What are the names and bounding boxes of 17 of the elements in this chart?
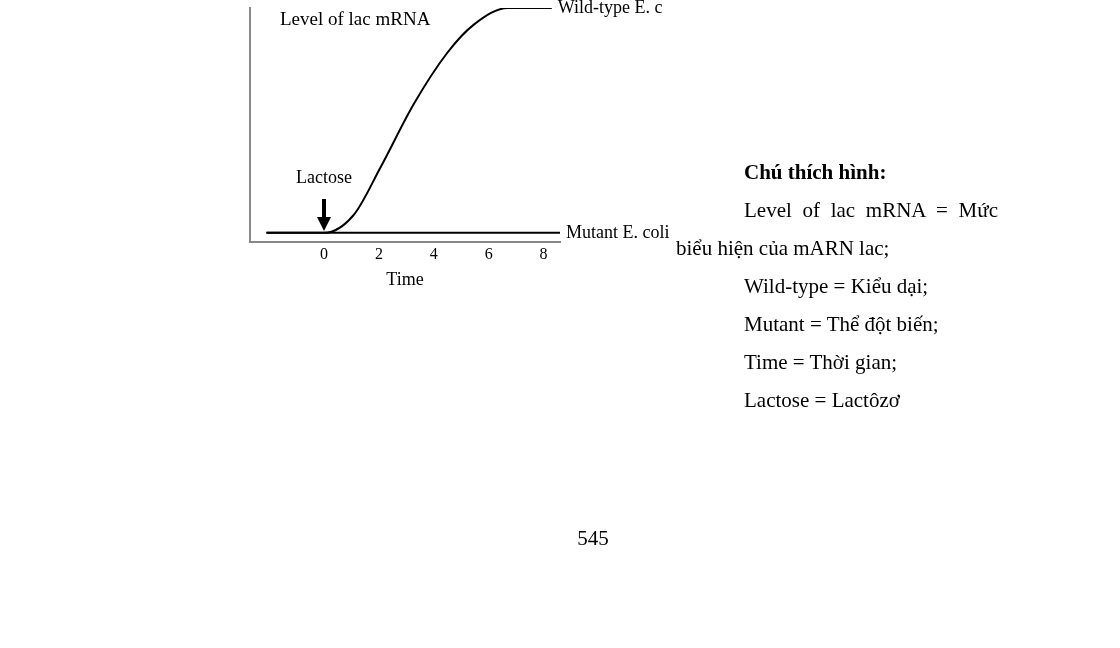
x-tick-label: 6 xyxy=(484,245,493,262)
text: Mutant = Thể đột biến; xyxy=(743,311,940,338)
series-label: Mutant E. coli xyxy=(566,221,670,242)
y-axis-title: Level of lac mRNA xyxy=(280,7,431,29)
series-label: Wild-type E. c xyxy=(557,0,663,17)
x-tick-label: 8 xyxy=(539,245,548,262)
x-tick-label: 2 xyxy=(374,245,383,262)
x-axis-title: Time xyxy=(386,268,424,289)
text: Time = Thời gian; xyxy=(743,349,899,376)
text: 545 xyxy=(576,526,610,551)
text: Lactose = Lactôzơ xyxy=(743,387,901,414)
text: Chú thích hình: xyxy=(743,159,888,186)
text: Level of lac mRNA = Mức biểu hiện của mARN lac; xyxy=(676,197,998,262)
x-tick-label: 0 xyxy=(320,245,329,262)
annotation: Lactose xyxy=(296,166,353,187)
text: Wild-type = Kiểu dại; xyxy=(743,273,930,300)
x-tick-label: 4 xyxy=(429,245,438,262)
